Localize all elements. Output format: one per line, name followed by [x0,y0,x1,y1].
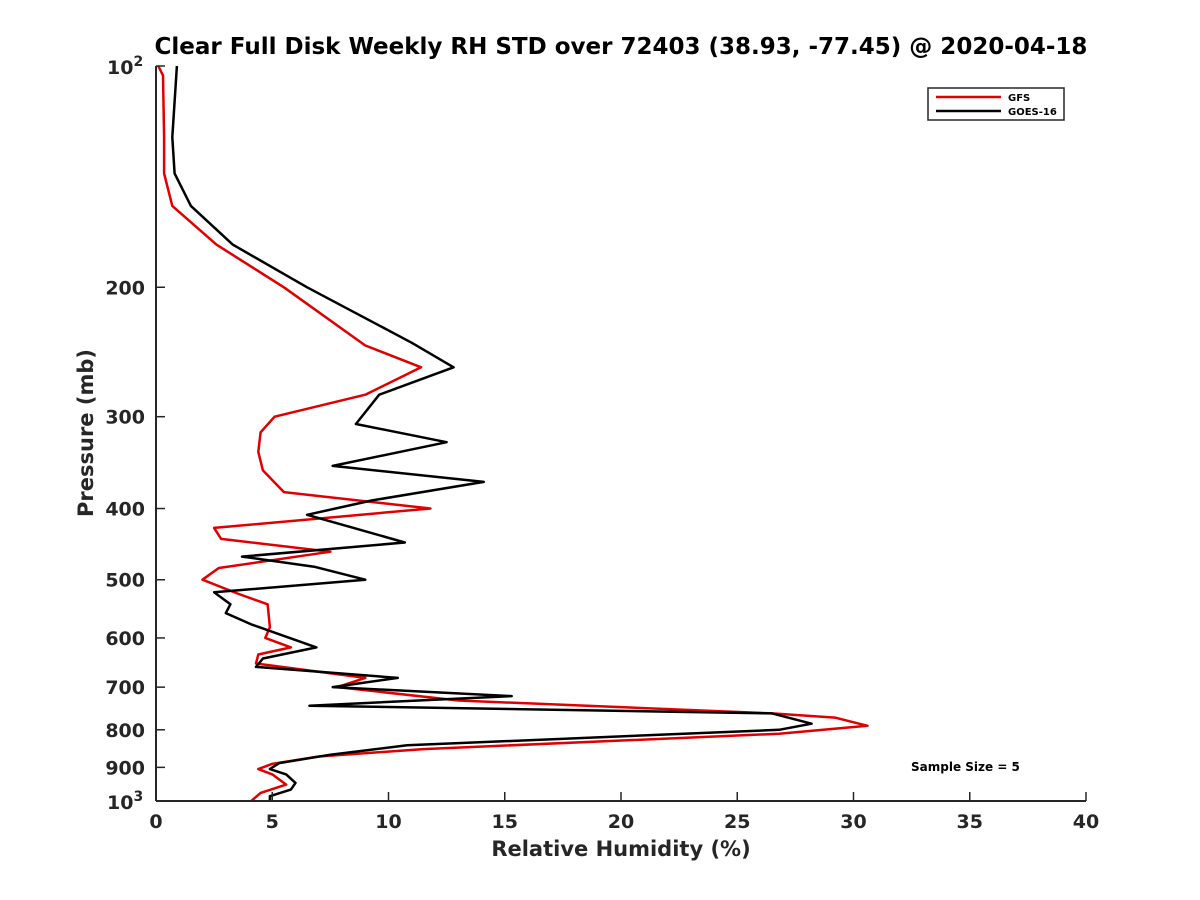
chart-title: Clear Full Disk Weekly RH STD over 72403… [155,34,1088,60]
y-ticks: 200 300 400 500 600 700 800 900 102 103 [105,54,165,814]
x-tick-label: 5 [266,811,279,833]
legend-box [927,87,1065,121]
x-ticks: 0 5 10 15 20 25 30 35 40 [149,792,1099,833]
y-tick-label: 300 [105,407,145,429]
x-tick-label: 20 [608,811,634,833]
y-tick-label: 700 [105,677,145,699]
x-axis-label: Relative Humidity (%) [491,837,750,861]
x-tick-label: 10 [375,811,401,833]
y-axis-label: Pressure (mb) [74,349,98,517]
y-tick-label: 600 [105,628,145,650]
legend-label-gfs: GFS [1008,93,1030,104]
x-tick-label: 0 [149,811,162,833]
sample-size-annotation: Sample Size = 5 [911,760,1020,774]
x-tick-label: 15 [492,811,518,833]
x-tick-label: 30 [840,811,866,833]
y-tick-label-power: 103 [107,789,143,814]
y-tick-label: 400 [105,499,145,521]
x-tick-label: 25 [724,811,750,833]
x-tick-label: 35 [957,811,983,833]
series-layer [157,65,869,802]
axes [155,66,1086,802]
y-tick-label: 200 [105,277,145,299]
y-tick-label: 500 [105,570,145,592]
legend-label-goes16: GOES-16 [1008,107,1057,118]
y-tick-label-power: 102 [107,54,143,79]
legend: GFS GOES-16 [927,87,1065,121]
y-tick-label: 800 [105,720,145,742]
y-tick-label: 900 [105,757,145,779]
series-line-gfs [157,65,869,802]
x-tick-label: 40 [1073,811,1099,833]
series-line-goes16 [171,65,813,801]
